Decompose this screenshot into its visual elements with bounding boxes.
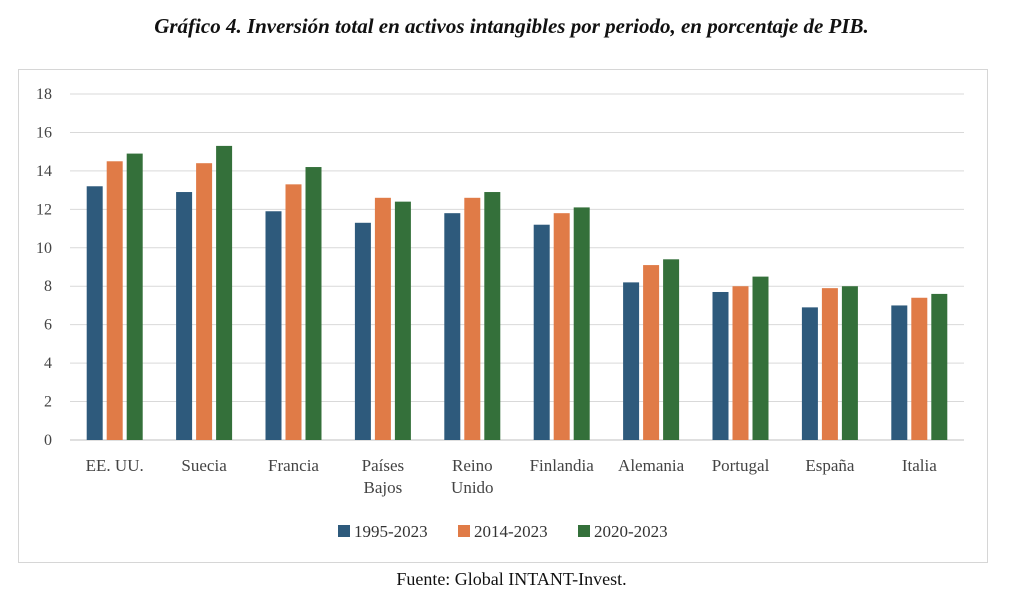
y-tick-label: 16 — [36, 124, 52, 141]
x-tick-label: Finlandia — [530, 456, 595, 475]
bar-2014-2023 — [285, 184, 302, 440]
bar-1995-2023 — [533, 224, 550, 440]
bar-2014-2023 — [106, 161, 123, 440]
x-tick-label: Alemania — [618, 456, 685, 475]
bar-1995-2023 — [891, 305, 908, 440]
legend-label: 2020-2023 — [594, 522, 668, 541]
legend-swatch — [578, 525, 590, 537]
bar-1995-2023 — [265, 211, 282, 440]
bar-2014-2023 — [821, 288, 838, 440]
x-tick-label: Unido — [451, 478, 494, 497]
chart-frame — [18, 69, 988, 563]
chart-title: Gráfico 4. Inversión total en activos in… — [154, 14, 869, 38]
y-tick-label: 4 — [44, 355, 52, 372]
y-tick-label: 2 — [44, 394, 52, 411]
legend-swatch — [338, 525, 350, 537]
x-tick-label: Países — [362, 456, 405, 475]
bar-2020-2023 — [126, 153, 143, 441]
x-tick-label: Italia — [902, 456, 937, 475]
legend: 1995-2023 2014-2023 2020-2023 — [338, 522, 668, 541]
x-tick-label: España — [805, 456, 855, 475]
bar-2014-2023 — [374, 197, 391, 440]
y-tick-label: 18 — [36, 86, 52, 103]
bar-2020-2023 — [484, 192, 501, 440]
bar-2014-2023 — [911, 297, 928, 440]
y-tick-label: 0 — [44, 432, 52, 449]
legend-label: 2014-2023 — [474, 522, 548, 541]
y-tick-label: 14 — [36, 163, 52, 180]
bar-2014-2023 — [732, 286, 749, 440]
bar-1995-2023 — [801, 307, 818, 440]
x-tick-label: Bajos — [364, 478, 403, 497]
bar-2020-2023 — [305, 167, 322, 441]
bar-2020-2023 — [841, 286, 858, 440]
bar-2014-2023 — [464, 197, 481, 440]
y-tick-label: 12 — [36, 201, 52, 218]
bar-2020-2023 — [216, 145, 233, 440]
bar-2014-2023 — [553, 213, 570, 440]
bar-1995-2023 — [176, 192, 193, 440]
x-tick-label: EE. UU. — [86, 456, 144, 475]
y-tick-label: 6 — [44, 317, 52, 334]
bar-1995-2023 — [712, 291, 729, 440]
legend-swatch — [458, 525, 470, 537]
bar-1995-2023 — [86, 186, 103, 440]
bars — [86, 145, 948, 441]
y-tick-label: 10 — [36, 240, 52, 257]
bar-2020-2023 — [752, 276, 769, 440]
bar-2020-2023 — [394, 201, 411, 440]
x-tick-label: Suecia — [181, 456, 227, 475]
x-axis-labels: EE. UU. Suecia Francia Países Bajos Reino Unid… — [86, 456, 938, 497]
y-tick-label: 8 — [44, 278, 52, 295]
bar-1995-2023 — [444, 213, 461, 440]
bar-2020-2023 — [663, 259, 680, 440]
bar-2014-2023 — [196, 163, 213, 440]
bar-1995-2023 — [354, 222, 371, 440]
x-tick-label: Reino — [452, 456, 493, 475]
bar-2020-2023 — [931, 293, 948, 440]
x-tick-label: Portugal — [712, 456, 770, 475]
x-tick-label: Francia — [268, 456, 319, 475]
bar-2020-2023 — [573, 207, 590, 440]
source-note: Fuente: Global INTANT-Invest. — [396, 569, 627, 589]
y-axis-ticks: 0 2 4 6 8 10 12 14 16 18 — [36, 86, 52, 449]
legend-label: 1995-2023 — [354, 522, 428, 541]
bar-2014-2023 — [643, 265, 660, 440]
bar-1995-2023 — [623, 282, 640, 440]
